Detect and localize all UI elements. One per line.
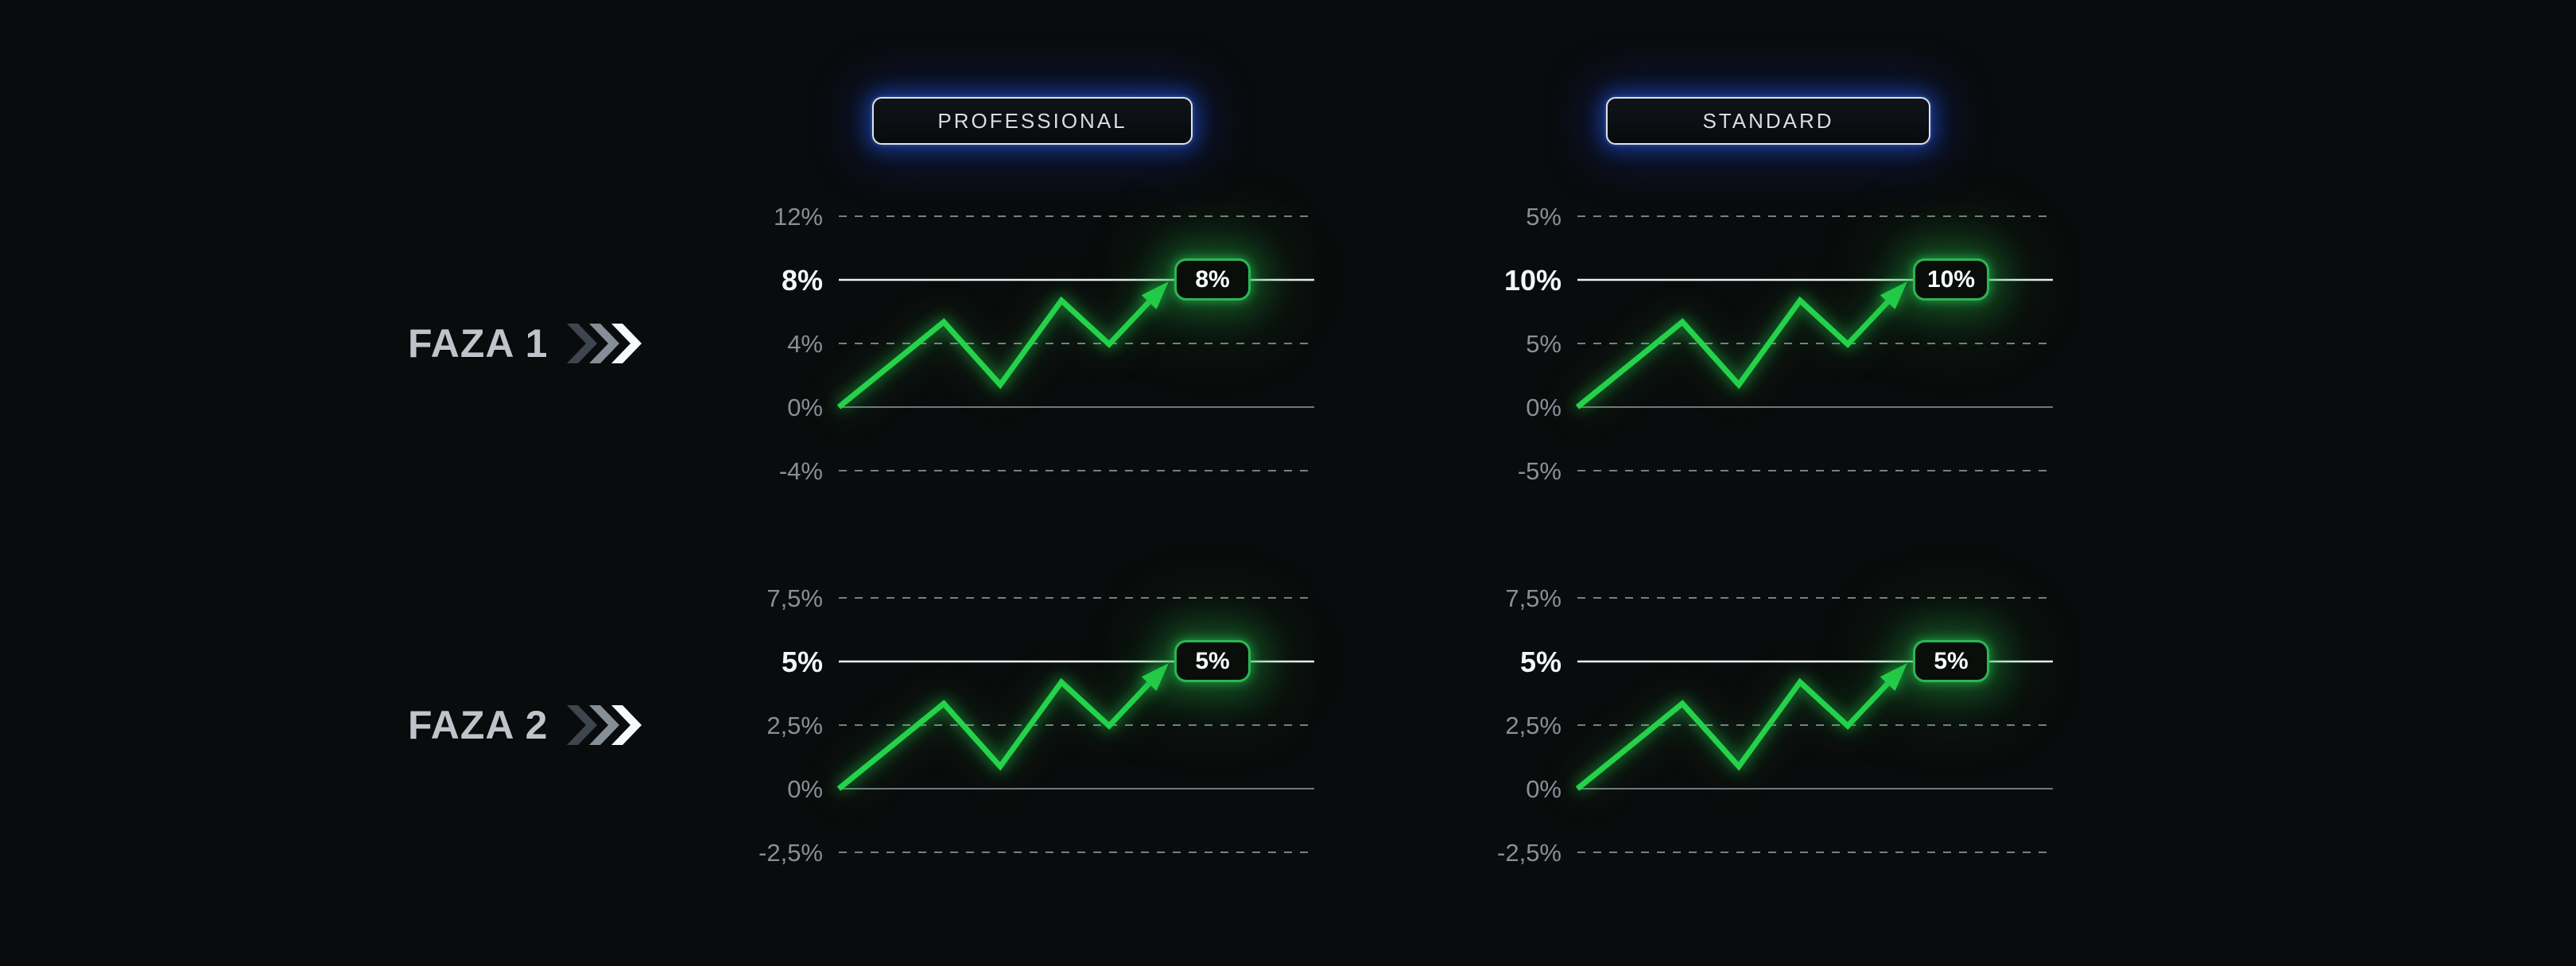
y-tick: -4% [779,457,823,485]
plan-button-standard[interactable]: STANDARD [1606,97,1930,145]
y-tick: 2,5% [766,712,823,739]
plan-button-professional[interactable]: PROFESSIONAL [872,97,1193,145]
y-tick: -2,5% [758,839,823,867]
chart-faza2-standard: 7,5% 5% 2,5% 0% -2,5% 5% [1446,557,2053,883]
row-label-faza-2-text: FAZA 2 [408,703,549,747]
y-tick: 2,5% [1505,712,1562,739]
result-badge: 5% [1913,640,1989,682]
triple-chevron-right-icon [567,705,642,745]
result-badge: 8% [1174,258,1251,301]
y-tick: 0% [787,394,823,421]
arrow-up-icon [1880,281,1907,309]
y-tick: -2,5% [1497,839,1562,867]
y-tick: 12% [774,203,823,231]
equity-line [1575,281,1907,409]
result-badge-value: 8% [1195,266,1230,293]
result-badge-value: 10% [1926,266,1976,293]
result-badge: 5% [1174,640,1251,682]
y-tick: 0% [1526,775,1562,803]
chart-faza2-professional: 7,5% 5% 2,5% 0% -2,5% 5% [708,557,1314,883]
y-tick: 0% [787,775,823,803]
triple-chevron-right-icon [567,324,642,363]
equity-line [1575,663,1907,791]
y-tick-target: 5% [782,646,823,678]
row-label-faza-2: FAZA 2 [408,703,642,747]
arrow-up-icon [1141,663,1169,691]
result-badge-value: 5% [1934,647,1969,674]
y-tick-target: 10% [1504,264,1562,297]
y-tick: 5% [1526,203,1562,231]
y-tick: -5% [1518,457,1562,485]
arrow-up-icon [1141,281,1169,309]
y-tick: 0% [1526,394,1562,421]
equity-line [836,663,1169,791]
row-label-faza-1: FAZA 1 [408,321,642,366]
y-tick-target: 5% [1520,646,1562,678]
equity-line [836,281,1169,409]
y-tick: 7,5% [1505,584,1562,612]
y-tick: 5% [1526,330,1562,358]
arrow-up-icon [1880,663,1907,691]
chart-faza1-professional: 12% 8% 4% 0% -4% 8% [708,175,1314,501]
y-tick: 4% [787,330,823,358]
y-tick-target: 8% [782,264,823,297]
plan-button-professional-label: PROFESSIONAL [937,108,1127,133]
result-badge-value: 5% [1195,647,1230,674]
chart-faza1-standard: 5% 10% 5% 0% -5% 10% [1446,175,2053,501]
result-badge: 10% [1913,258,1989,301]
y-tick: 7,5% [766,584,823,612]
plan-button-standard-label: STANDARD [1702,108,1834,133]
row-label-faza-1-text: FAZA 1 [408,321,549,366]
